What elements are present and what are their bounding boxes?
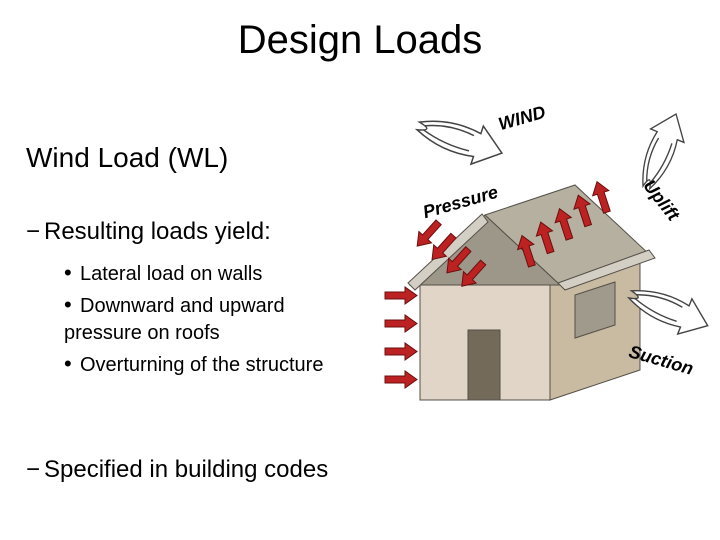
dash-icon: − <box>26 456 44 484</box>
bullet-main-2: −Specified in building codes <box>26 456 328 484</box>
uplift-big-arrow <box>630 107 693 194</box>
wind-arrow <box>412 107 508 172</box>
bullet-icon: • <box>64 290 80 320</box>
sub-bullet-1: •Lateral load on walls <box>64 258 323 288</box>
wind-diagram: WIND Pressure Uplift Suction <box>360 100 710 440</box>
bullet-icon: • <box>64 349 80 379</box>
diagram-svg <box>360 100 710 440</box>
subtitle: Wind Load (WL) <box>26 142 228 174</box>
house-door <box>468 330 500 400</box>
sub-bullet-3: •Overturning of the structure <box>64 349 323 379</box>
sub-bullet-3-text: Overturning of the structure <box>80 354 323 376</box>
wall-push-arrows <box>385 287 417 388</box>
bullet-icon: • <box>64 258 80 288</box>
bullet-main-1: −Resulting loads yield: <box>26 218 271 246</box>
sub-bullet-2: •Downward and upwardpressure on roofs <box>64 290 323 347</box>
bullet-main-1-text: Resulting loads yield: <box>44 218 271 245</box>
sub-bullet-1-text: Lateral load on walls <box>80 263 262 285</box>
sub-bullet-list: •Lateral load on walls •Downward and upw… <box>64 258 323 381</box>
sub-bullet-2-text: Downward and upwardpressure on roofs <box>64 295 285 344</box>
dash-icon: − <box>26 218 44 246</box>
bullet-main-2-text: Specified in building codes <box>44 456 328 483</box>
slide: Design Loads Wind Load (WL) −Resulting l… <box>0 0 720 540</box>
page-title: Design Loads <box>0 18 720 63</box>
